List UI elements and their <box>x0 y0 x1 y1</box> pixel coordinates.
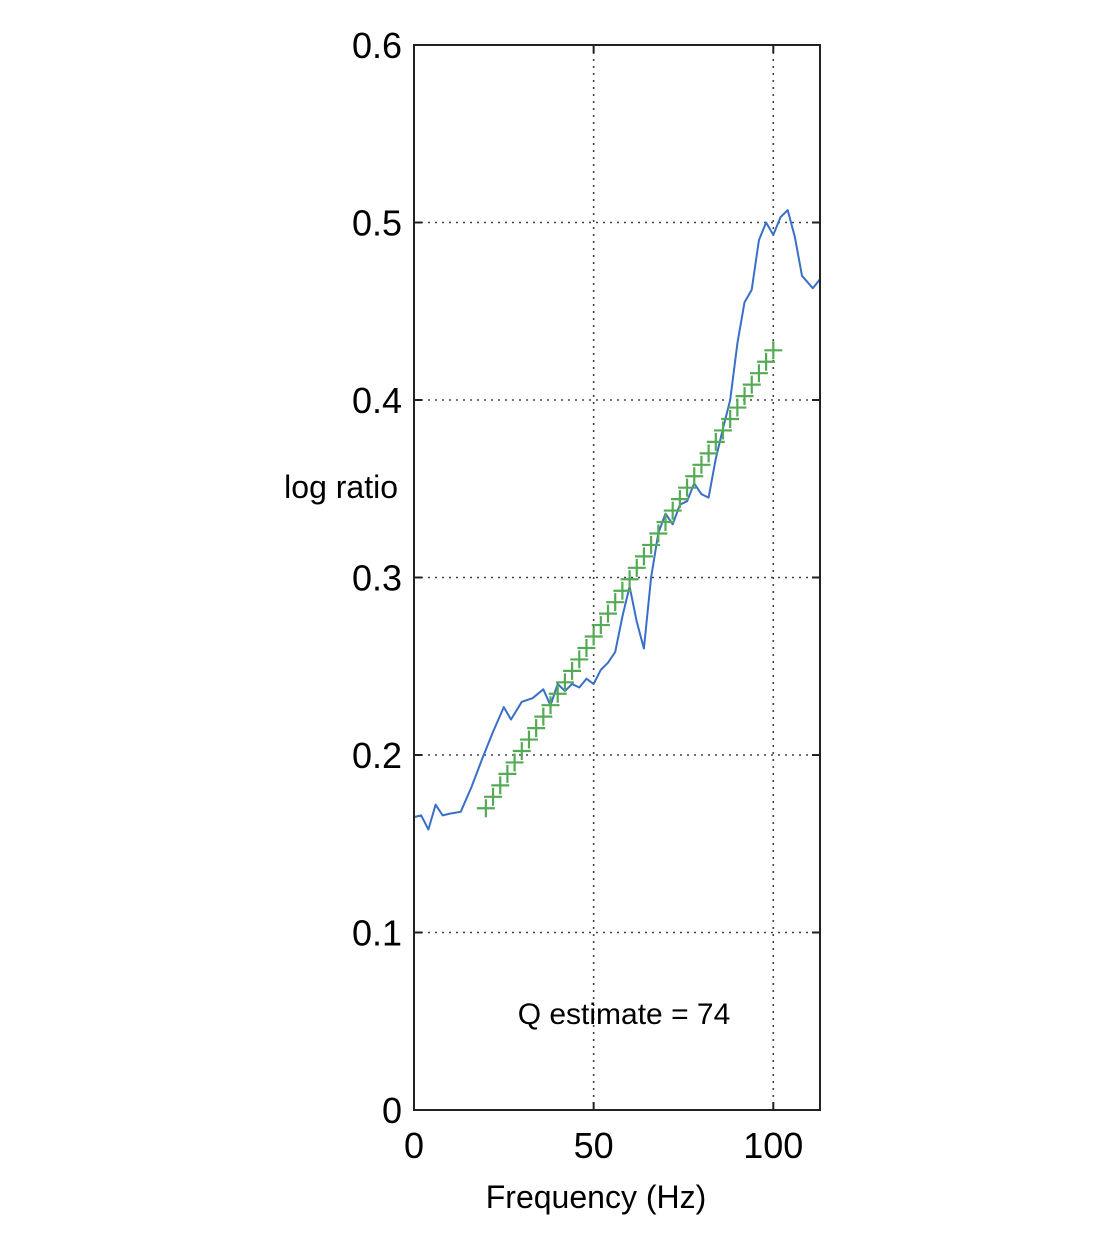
fit-plus-marker <box>606 593 625 612</box>
x-tick-label: 0 <box>404 1125 424 1166</box>
fit-plus-marker <box>649 524 668 543</box>
y-tick-label: 0.2 <box>352 735 402 776</box>
fit-plus-marker <box>742 375 761 394</box>
fit-plus-marker <box>591 616 610 635</box>
fit-plus-marker <box>670 490 689 509</box>
fit-plus-marker <box>599 604 618 623</box>
grid-lines <box>414 45 820 1110</box>
y-tick-label: 0 <box>382 1090 402 1131</box>
fit-plus-marker <box>620 570 639 589</box>
fit-plus-marker <box>505 753 524 772</box>
x-axis-label: Frequency (Hz) <box>486 1179 707 1215</box>
fit-plus-marker <box>735 387 754 406</box>
y-tick-label: 0.3 <box>352 558 402 599</box>
y-tick-label: 0.1 <box>352 913 402 954</box>
fit-plus-marker <box>749 364 768 383</box>
y-tick-label: 0.5 <box>352 203 402 244</box>
fit-plus-marker <box>555 673 574 692</box>
fit-plus-marker <box>527 719 546 738</box>
fit-plus-marker <box>563 661 582 680</box>
x-tick-label: 100 <box>743 1125 803 1166</box>
fit-plus-marker <box>548 684 567 703</box>
fit-plus-marker <box>706 432 725 451</box>
y-tick-label: 0.4 <box>352 380 402 421</box>
fit-plus-marker <box>656 513 675 532</box>
fit-plus-marker <box>570 650 589 669</box>
q-estimate-annotation: Q estimate = 74 <box>518 998 731 1031</box>
y-axis-label: log ratio <box>284 469 398 505</box>
fit-plus-marker <box>634 547 653 566</box>
fit-plus-marker <box>757 352 776 371</box>
fit-plus-marker <box>764 341 783 360</box>
fit-plus-marker <box>663 501 682 520</box>
tick-marks <box>413 44 820 1111</box>
fit-plus-marker <box>484 787 503 806</box>
fit-plus-marker <box>584 627 603 646</box>
fit-plus-marker <box>512 742 531 761</box>
fit-plus-marker <box>678 478 697 497</box>
fit-plus-marker <box>642 535 661 554</box>
fit-plus-marker <box>685 467 704 486</box>
fit-plus-marker <box>613 581 632 600</box>
y-tick-label: 0.6 <box>352 25 402 66</box>
fit-plus-marker <box>728 398 747 417</box>
fit-plus-marker <box>699 444 718 463</box>
fit-plus-marker <box>491 776 510 795</box>
observed-log-ratio-line <box>413 209 821 831</box>
fit-plus-marker <box>627 558 646 577</box>
fit-plus-marker <box>534 707 553 726</box>
fit-plus-marker <box>498 764 517 783</box>
x-tick-label: 50 <box>574 1125 614 1166</box>
fit-plus-marker <box>713 421 732 440</box>
fit-plus-marker <box>721 409 740 428</box>
series-layer <box>413 209 821 831</box>
fit-plus-marker <box>541 696 560 715</box>
fit-plus-marker <box>519 730 538 749</box>
fit-plus-marker <box>577 638 596 657</box>
fit-plus-marker <box>476 799 495 818</box>
fit-plus-marker <box>692 455 711 474</box>
